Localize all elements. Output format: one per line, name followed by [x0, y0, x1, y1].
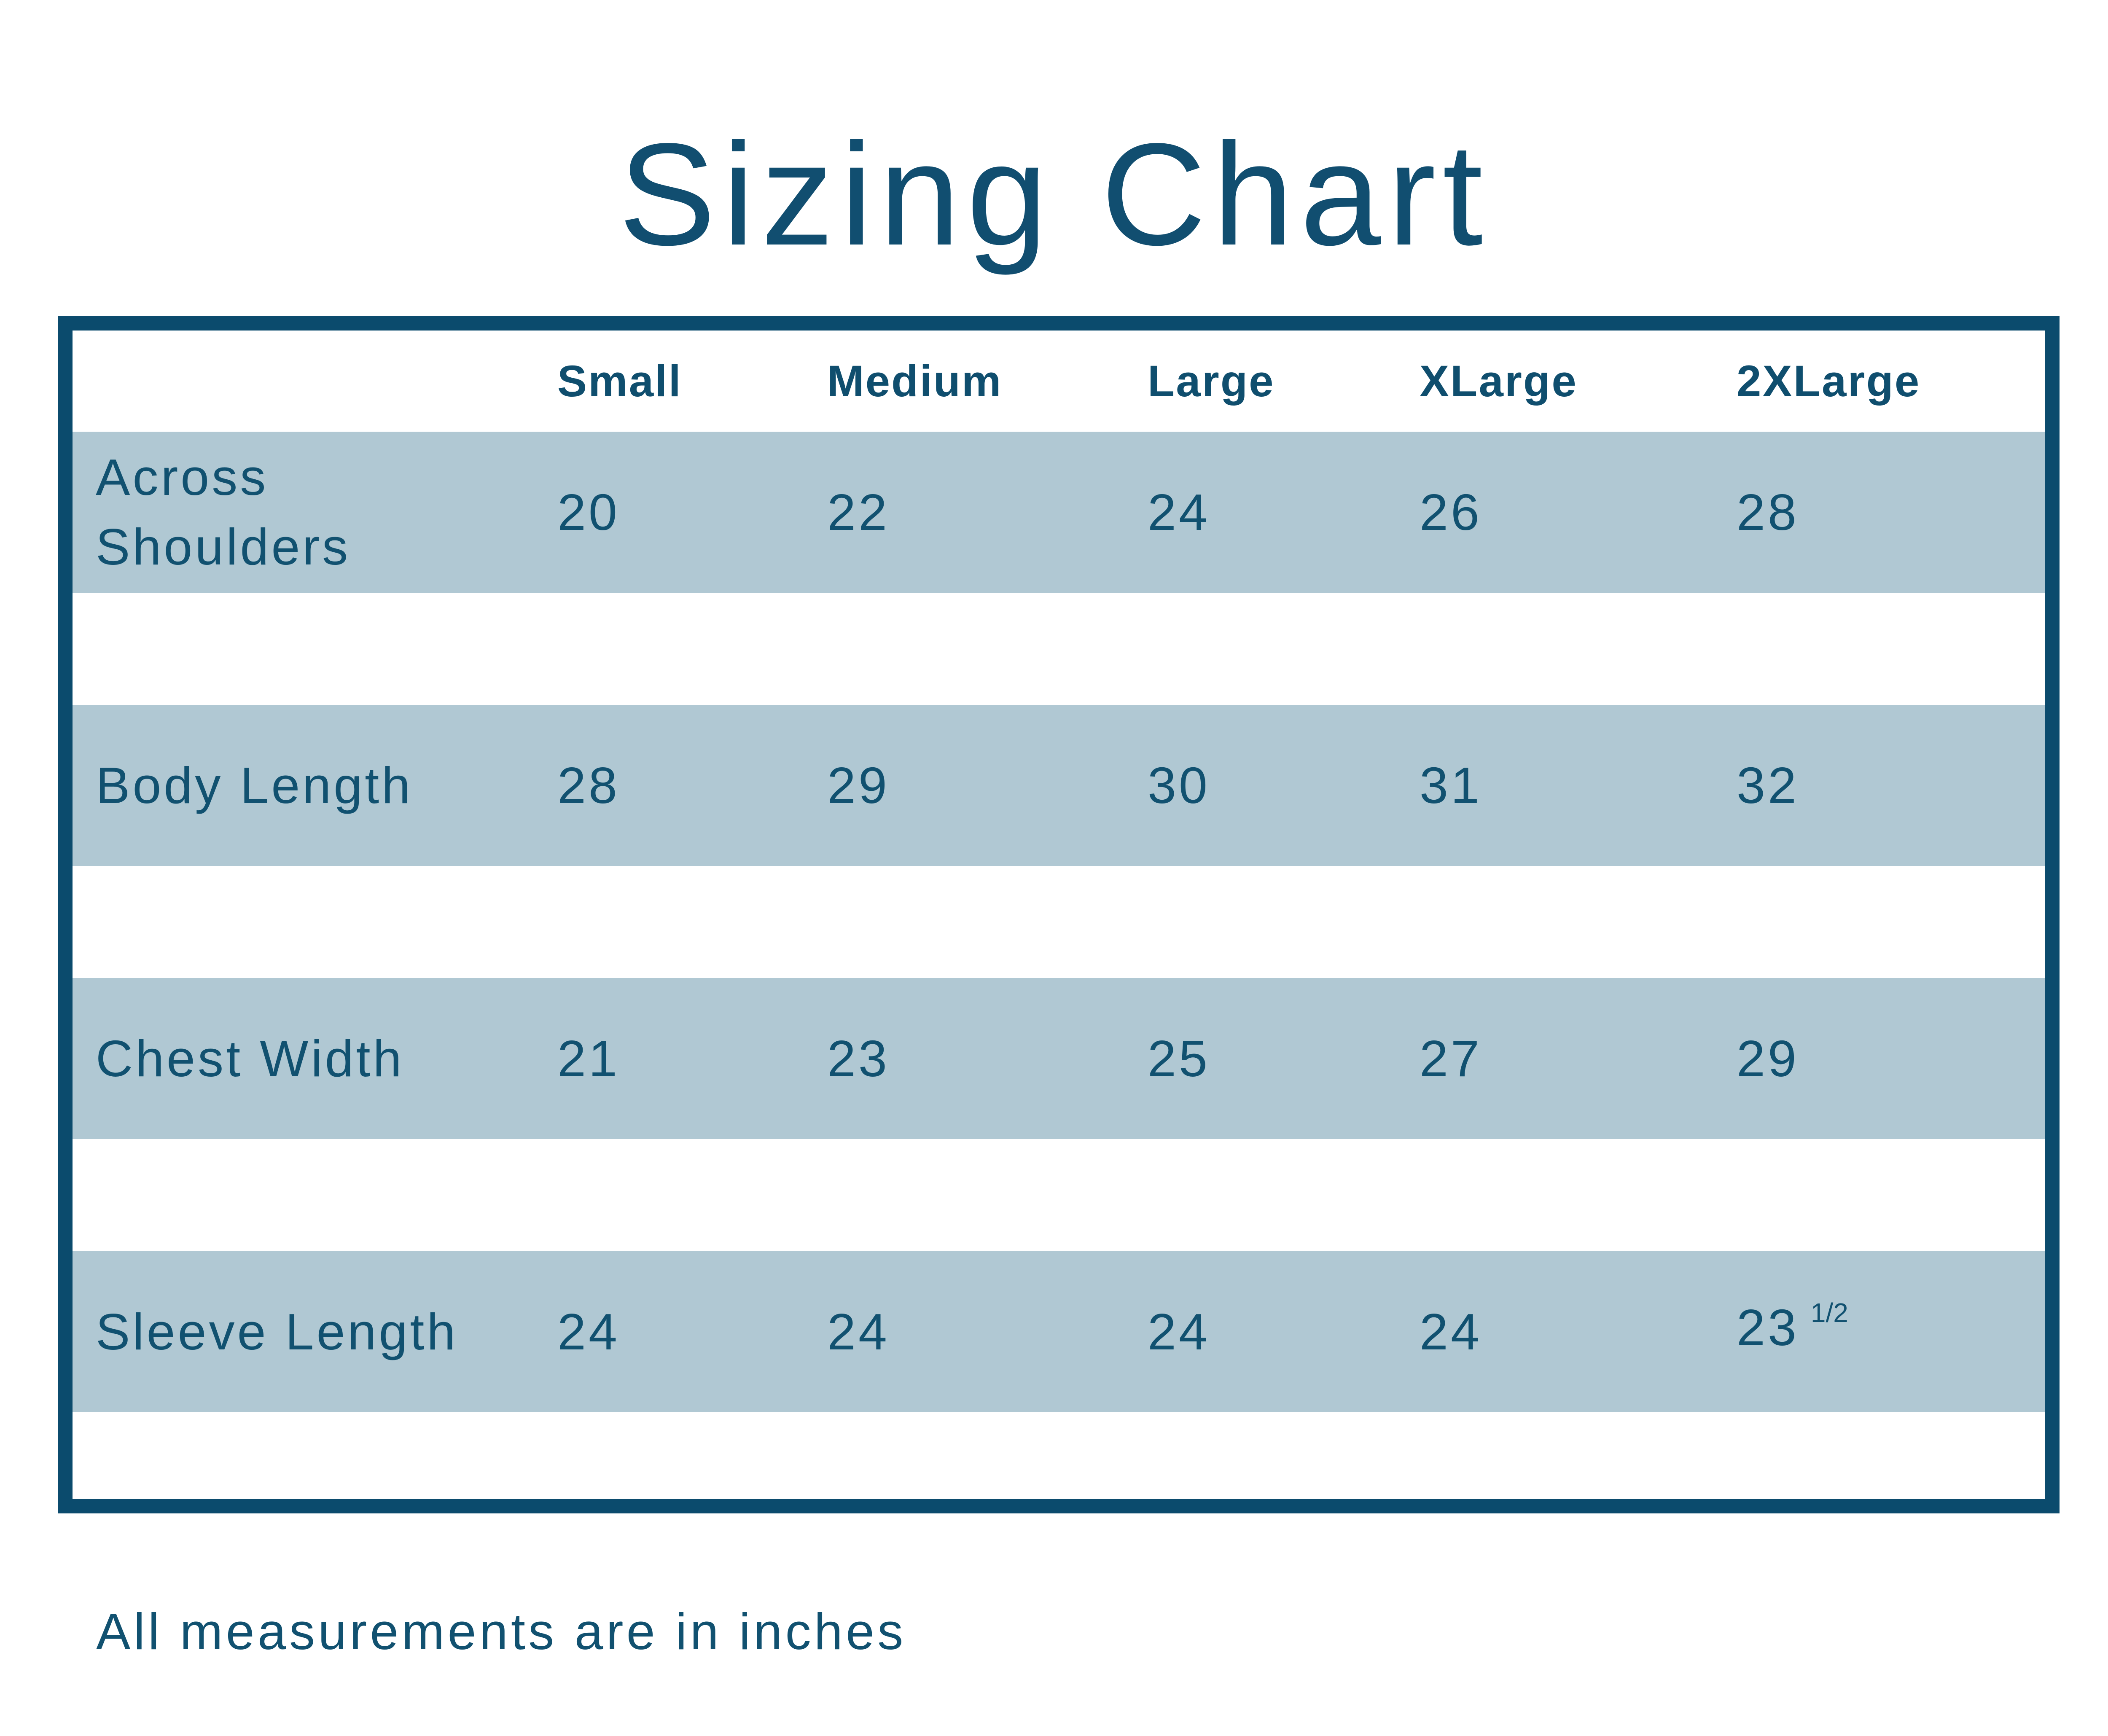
row-label-sleeve-length: Sleeve Length	[96, 1303, 458, 1360]
column-header-2xlarge: 2XLarge	[1737, 356, 1921, 406]
cell-across-shoulders-xlarge: 26	[1420, 483, 1482, 541]
row-label-across-shoulders: Across Shoulders	[96, 449, 351, 575]
cell-chest-width-large: 25	[1148, 1029, 1210, 1087]
table-row-chest-width: Chest Width 21 23 25 27 29	[73, 978, 2045, 1139]
row-gap	[73, 866, 2045, 978]
column-header-large: Large	[1148, 356, 1275, 406]
cell-body-length-xlarge: 31	[1420, 756, 1482, 814]
row-gap	[73, 593, 2045, 705]
cell-across-shoulders-large: 24	[1148, 483, 1210, 541]
cell-body-length-medium: 29	[827, 756, 890, 814]
cell-across-shoulders-medium: 22	[827, 483, 890, 541]
cell-sleeve-length-large: 24	[1148, 1303, 1210, 1360]
row-gap	[73, 1139, 2045, 1251]
cell-across-shoulders-small: 20	[557, 483, 620, 541]
table-row-across-shoulders: Across Shoulders 20 22 24 26 28	[73, 432, 2045, 593]
table-row-sleeve-length: Sleeve Length 24 24 24 24 23 1/2	[73, 1251, 2045, 1412]
footer-note: All measurements are in inches	[96, 1603, 906, 1660]
page-title: Sizing Chart	[618, 113, 1490, 276]
cell-sleeve-length-small: 24	[557, 1303, 620, 1360]
column-header-small: Small	[557, 356, 682, 406]
row-label-chest-width: Chest Width	[96, 1029, 404, 1087]
sleeve-2xlarge-whole: 23	[1737, 1298, 1799, 1356]
column-header-xlarge: XLarge	[1420, 356, 1578, 406]
cell-body-length-small: 28	[557, 756, 620, 814]
cell-sleeve-length-2xlarge: 23 1/2	[1724, 1293, 2045, 1371]
cell-chest-width-2xlarge: 29	[1737, 1029, 1799, 1087]
sizing-table: Small Medium Large XLarge 2XLarge Across…	[58, 316, 2060, 1513]
cell-chest-width-small: 21	[557, 1029, 620, 1087]
row-gap	[73, 1412, 2045, 1499]
cell-across-shoulders-2xlarge: 28	[1737, 483, 1799, 541]
table-row-body-length: Body Length 28 29 30 31 32	[73, 705, 2045, 866]
cell-chest-width-xlarge: 27	[1420, 1029, 1482, 1087]
table-header-row: Small Medium Large XLarge 2XLarge	[73, 331, 2045, 432]
cell-sleeve-length-medium: 24	[827, 1303, 890, 1360]
cell-body-length-large: 30	[1148, 756, 1210, 814]
cell-body-length-2xlarge: 32	[1737, 756, 1799, 814]
cell-chest-width-medium: 23	[827, 1029, 890, 1087]
row-label-body-length: Body Length	[96, 756, 413, 814]
column-header-medium: Medium	[827, 356, 1003, 406]
cell-sleeve-length-xlarge: 24	[1420, 1303, 1482, 1360]
sleeve-2xlarge-fraction: 1/2	[1810, 1297, 1848, 1328]
